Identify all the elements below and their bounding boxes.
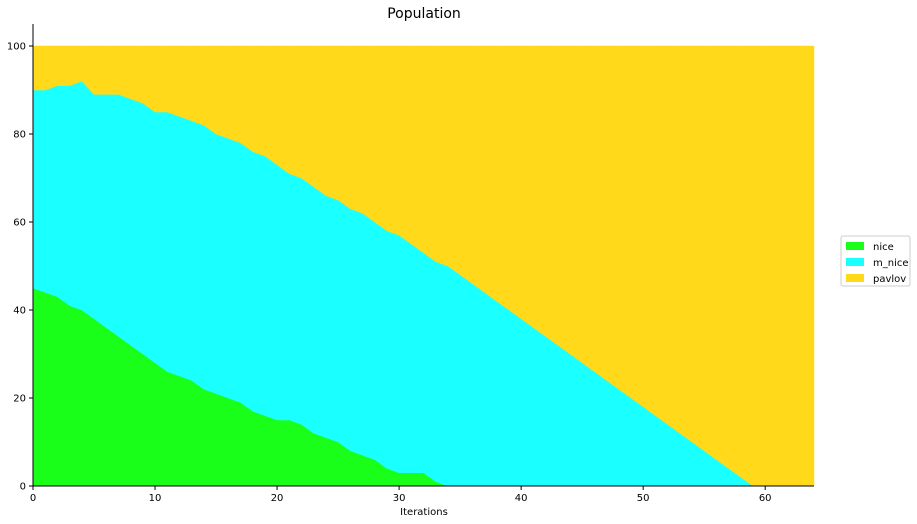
x-tick-label: 30 [393, 493, 406, 504]
y-tick-label: 20 [13, 394, 26, 405]
area-layer [32, 45, 815, 487]
axes: 0 10 20 30 40 50 60 0 20 40 60 80 100 [7, 24, 814, 504]
x-axis-label: Iterations [400, 507, 448, 518]
legend-label-nice: nice [873, 242, 894, 253]
chart-title: Population [387, 6, 461, 22]
legend-swatch-pavlov [846, 274, 864, 282]
x-tick-label: 0 [30, 493, 36, 504]
y-tick-label: 60 [13, 218, 26, 229]
x-tick-label: 40 [515, 493, 528, 504]
y-tick-label: 100 [7, 42, 26, 53]
x-tick-label: 10 [149, 493, 162, 504]
legend-swatch-m-nice [846, 258, 864, 266]
legend-label-m-nice: m_nice [873, 258, 909, 269]
y-tick-label: 80 [13, 130, 26, 141]
legend-swatch-nice [846, 242, 864, 250]
y-tick-label: 0 [20, 482, 26, 493]
x-tick-label: 50 [637, 493, 650, 504]
x-tick-label: 60 [759, 493, 772, 504]
y-tick-label: 40 [13, 306, 26, 317]
legend-label-pavlov: pavlov [873, 274, 906, 285]
x-tick-label: 20 [271, 493, 284, 504]
